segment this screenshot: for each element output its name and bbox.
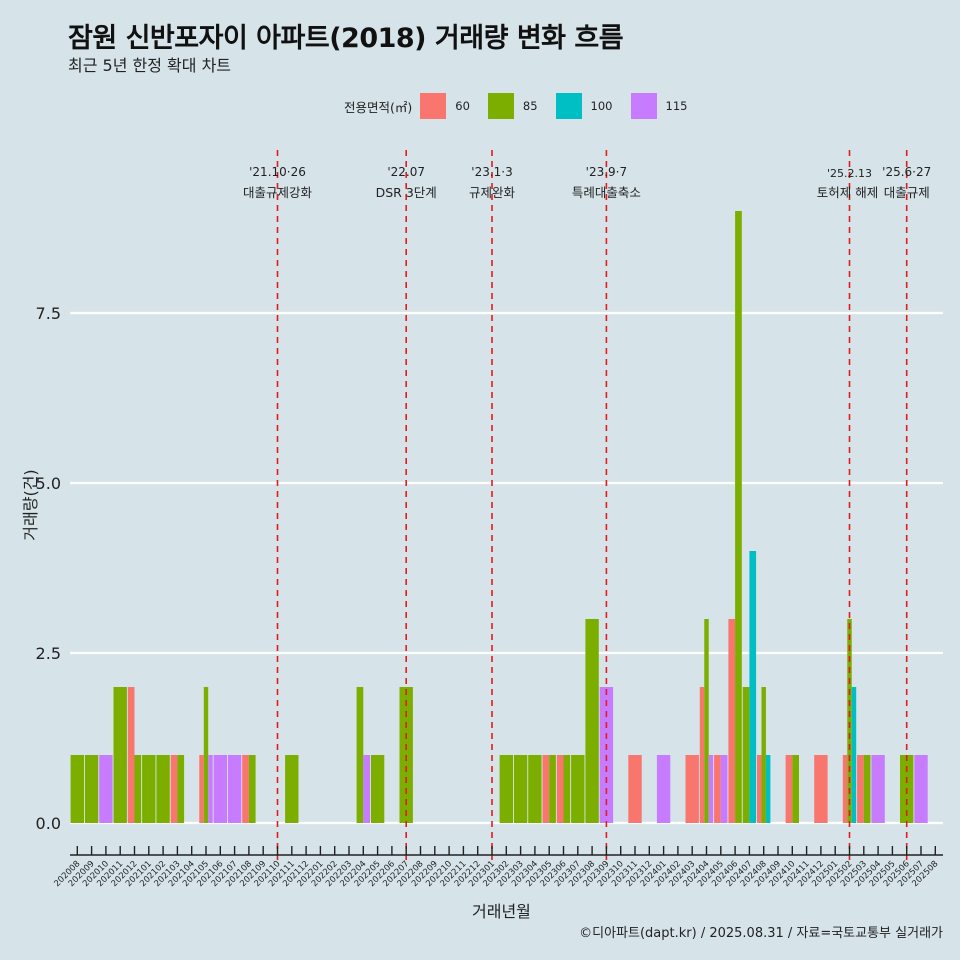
legend-title: 전용면적(㎡) <box>344 99 413 115</box>
bar-85-202308 <box>585 619 599 823</box>
bar-85-202205 <box>370 755 385 823</box>
bar-85-202204 <box>356 687 364 823</box>
legend-label-100: 100 <box>590 99 613 113</box>
bar-85-202108 <box>248 755 256 823</box>
legend-label-115: 115 <box>665 99 688 113</box>
bar-60-202404 <box>699 687 705 823</box>
bar-60-202306 <box>556 755 564 823</box>
bar-100-202408 <box>765 755 771 823</box>
y-tick-label: 0.0 <box>36 814 61 833</box>
annotations: '21.10·26 대출규제강화 '22.07 DSR 3단계 '23.1·3 규제완화 '… <box>243 150 931 860</box>
bar-115-202107 <box>227 755 242 823</box>
bar-85-202102 <box>156 755 170 823</box>
legend-item-60: 60 <box>420 93 482 119</box>
event-label: 규제완화 <box>469 185 516 200</box>
legend-swatch-85 <box>487 93 514 119</box>
bar-60-202502 <box>842 755 848 823</box>
bar-115-202010 <box>99 755 113 823</box>
bar-100-202502 <box>851 687 857 823</box>
bar-115-202401 <box>656 755 671 823</box>
y-tick-label: 5.0 <box>36 474 61 493</box>
bar-85-202302 <box>499 755 513 823</box>
bar-115-202404 <box>708 755 714 823</box>
event-date-label: '23.1·3 <box>471 165 512 179</box>
y-tick-label: 2.5 <box>36 644 61 663</box>
bar-85-202503 <box>863 755 871 823</box>
event-label: 특례대출축소 <box>572 185 641 200</box>
event-date-label: '22.07 <box>387 165 425 179</box>
chart-title: 잠원 신반포자이 아파트(2018) 거래량 변화 흐름 <box>68 23 624 54</box>
bar-85-202303 <box>513 755 528 823</box>
event-label: 대출규제 <box>884 185 930 200</box>
bar-85-202304 <box>528 755 542 823</box>
legend-item-100: 100 <box>555 93 625 119</box>
bar-115-202105 <box>208 755 213 823</box>
event-date-label: '25.6·27 <box>882 165 931 179</box>
event-label: 대출규제강화 <box>243 185 313 200</box>
bar-60-202410 <box>785 755 793 823</box>
legend-label-60: 60 <box>455 99 470 113</box>
bar-85-202408 <box>761 687 766 823</box>
bar-60-202503 <box>857 755 864 823</box>
bar-115-202504 <box>871 755 885 823</box>
bar-85-202404 <box>704 619 709 823</box>
bar-115-202106 <box>213 755 227 823</box>
event-label: 토허제 해제 <box>817 185 878 200</box>
legend-item-115: 115 <box>630 93 700 119</box>
source-caption: ©디아파트(dapt.kr) / 2025.08.31 / 자료=국토교통부 실… <box>579 926 943 941</box>
bar-115-202405 <box>720 755 728 823</box>
bar-115-202507 <box>914 755 928 823</box>
bar-60-202403 <box>685 755 699 823</box>
bar-85-202011 <box>113 687 127 823</box>
event-date-label: '21.10·26 <box>249 165 306 179</box>
x-axis-label: 거래년월 <box>472 902 531 921</box>
bar-60-202311 <box>628 755 642 823</box>
gridlines <box>70 311 943 825</box>
event-label: DSR 3단계 <box>376 185 437 200</box>
bar-85-202105 <box>203 687 209 823</box>
bar-85-202008 <box>70 755 84 823</box>
bar-85-202009 <box>84 755 99 823</box>
legend-label-85: 85 <box>522 99 538 113</box>
bar-60-202408 <box>757 755 762 823</box>
chart-subtitle: 최근 5년 한정 확대 차트 <box>68 56 232 75</box>
legend-swatch-115 <box>630 93 657 119</box>
bar-85-202406 <box>735 211 742 823</box>
bar-60-202103 <box>170 755 178 823</box>
y-tick-label: 7.5 <box>36 304 61 323</box>
event-date-label: '23.9·7 <box>586 165 627 179</box>
bar-115-202204 <box>363 755 370 823</box>
bar-60-202405 <box>714 755 721 823</box>
bar-85-202305 <box>549 755 556 823</box>
legend-swatch-60 <box>420 93 447 119</box>
y-axis-label: 거래량(건) <box>21 469 40 541</box>
bar-85-202407 <box>742 687 750 823</box>
legend-item-85: 85 <box>487 93 550 119</box>
bar-85-202103 <box>177 755 185 823</box>
bar-85-202012 <box>134 755 142 823</box>
bar-85-202101 <box>142 755 156 823</box>
bar-60-202305 <box>542 755 550 823</box>
bar-60-202412 <box>814 755 828 823</box>
bar-85-202410 <box>792 755 799 823</box>
legend: 전용면적(㎡) 60 85 100 115 <box>344 92 705 120</box>
legend-swatch-100 <box>555 93 582 119</box>
bars <box>70 211 928 823</box>
bar-85-202502 <box>847 619 852 823</box>
bar-60-202105 <box>199 755 204 823</box>
bar-100-202407 <box>749 551 757 823</box>
bar-85-202306 <box>563 755 571 823</box>
bar-60-202108 <box>242 755 249 823</box>
bar-60-202012 <box>127 687 135 823</box>
bar-85-202307 <box>571 755 585 823</box>
bar-60-202406 <box>728 619 736 823</box>
bar-85-202111 <box>285 755 299 823</box>
axes: 0.02.55.07.52020082020092020102020112020… <box>36 304 943 889</box>
event-date-label: '25.2.13 <box>827 167 872 180</box>
